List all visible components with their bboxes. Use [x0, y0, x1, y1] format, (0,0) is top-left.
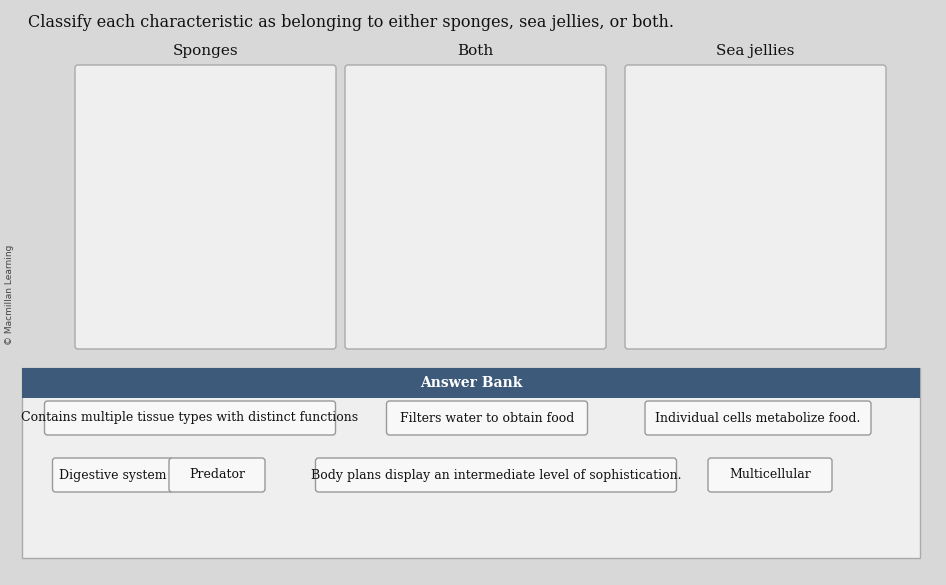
FancyBboxPatch shape — [169, 458, 265, 492]
Bar — [22, 368, 920, 398]
Bar — [22, 368, 920, 558]
FancyBboxPatch shape — [75, 65, 336, 349]
Text: Multicellular: Multicellular — [729, 469, 811, 481]
Text: Filters water to obtain food: Filters water to obtain food — [400, 411, 574, 425]
Text: Classify each characteristic as belonging to either sponges, sea jellies, or bot: Classify each characteristic as belongin… — [28, 14, 674, 31]
FancyBboxPatch shape — [645, 401, 871, 435]
Text: Predator: Predator — [189, 469, 245, 481]
FancyBboxPatch shape — [345, 65, 606, 349]
Text: Sea jellies: Sea jellies — [716, 44, 795, 58]
Text: © Macmillan Learning: © Macmillan Learning — [5, 245, 13, 345]
Text: Both: Both — [457, 44, 494, 58]
Text: Sponges: Sponges — [173, 44, 238, 58]
FancyBboxPatch shape — [625, 65, 886, 349]
FancyBboxPatch shape — [387, 401, 587, 435]
Text: Contains multiple tissue types with distinct functions: Contains multiple tissue types with dist… — [22, 411, 359, 425]
FancyBboxPatch shape — [44, 401, 336, 435]
Text: Body plans display an intermediate level of sophistication.: Body plans display an intermediate level… — [310, 469, 681, 481]
Text: Digestive system: Digestive system — [60, 469, 166, 481]
FancyBboxPatch shape — [52, 458, 173, 492]
Text: Individual cells metabolize food.: Individual cells metabolize food. — [656, 411, 861, 425]
Text: Answer Bank: Answer Bank — [420, 376, 522, 390]
FancyBboxPatch shape — [316, 458, 676, 492]
FancyBboxPatch shape — [708, 458, 832, 492]
